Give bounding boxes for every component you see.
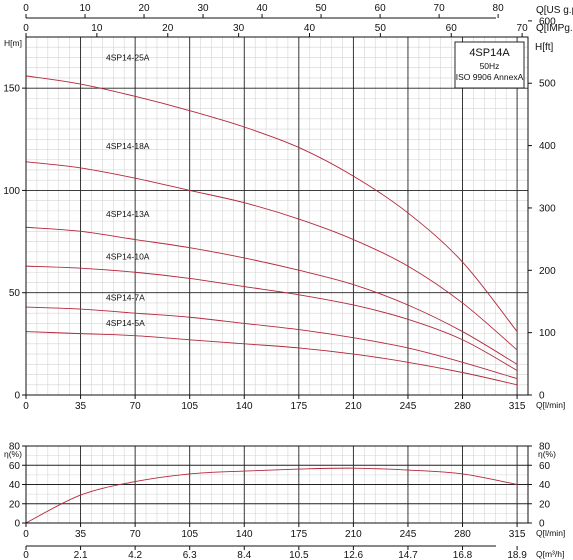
efficiency-curve [26,468,517,523]
head-curve-4SP14-5A [26,332,517,385]
curve-label: 4SP14-10A [106,251,150,261]
top-axis-imp-tick-label: 70 [517,23,529,34]
eff-y-right-tick-label: 40 [539,480,551,491]
top-axis-us-tick-label: 50 [316,3,328,14]
top-axis-imp-tick-label: 50 [375,23,387,34]
head-y-right-tick-label: 500 [539,79,556,90]
top-axis-us-tick-label: 0 [23,3,29,14]
eff-x-tick-label: 70 [130,529,142,540]
eff-y-right-tick-label: 60 [539,461,551,472]
eff-x-tick-label: 140 [236,529,253,540]
eff-y-tick-label: 20 [9,499,21,510]
bottom-axis-m3h-label: Q[m³/h] [536,549,564,559]
bottom-axis-m3h-tick-label: 10.5 [289,550,309,560]
head-curve-4SP14-7A [26,307,517,379]
head-x-tick-label: 35 [75,401,87,412]
bottom-axis-m3h-tick-label: 2.1 [74,550,88,560]
eff-y-right-tick-label: 20 [539,499,551,510]
head-x-tick-label: 175 [290,401,307,412]
bottom-axis-m3h-tick-label: 16.8 [453,550,473,560]
curve-label: 4SP14-18A [106,141,150,151]
head-y-axis-label: H[m] [4,38,22,48]
top-axis-imp-tick-label: 60 [446,23,458,34]
eff-x-tick-label: 280 [454,529,471,540]
head-curve-4SP14-10A [26,266,517,370]
eff-y-tick-label: 40 [9,480,21,491]
head-y-tick-label: 100 [3,186,20,197]
eff-x-tick-label: 210 [345,529,362,540]
eff-x-tick-label: 315 [509,529,526,540]
head-y-right-tick-label: 200 [539,266,556,277]
head-y-right-tick-label: 100 [539,328,556,339]
head-curve-4SP14-25A [26,76,517,332]
head-y-right-axis-label: H[ft] [535,42,554,53]
top-axis-imp-tick-label: 20 [162,23,174,34]
eff-y-tick-label: 60 [9,461,21,472]
head-y-right-tick-label: 0 [539,391,545,402]
top-axis-imp-tick-label: 0 [23,23,29,34]
eff-y-tick-label: 0 [14,519,20,530]
head-x-tick-label: 0 [23,401,29,412]
head-y-tick-label: 50 [9,288,21,299]
head-x-tick-label: 105 [181,401,198,412]
head-x-tick-label: 210 [345,401,362,412]
eff-y-right-tick-label: 0 [539,519,545,530]
grid-lines [26,37,528,523]
top-axis-imp-label: Q[IMPg.p.m] [536,23,573,34]
eff-x-tick-label: 245 [400,529,417,540]
curve-label: 4SP14-13A [106,209,150,219]
bottom-axis-m3h-tick-label: 4.2 [128,550,142,560]
head-x-tick-label: 140 [236,401,253,412]
curve-label: 4SP14-25A [106,53,150,63]
bottom-axis-m3h-tick-label: 0 [23,550,29,560]
eff-x-axis-label: Q[l/min] [536,528,565,538]
top-axis-imp-tick-label: 40 [304,23,316,34]
bottom-axis-m3h-tick-label: 6.3 [183,550,197,560]
eff-x-tick-label: 35 [75,529,87,540]
head-y-tick-label: 0 [14,391,20,402]
top-axis-imp-tick-label: 10 [91,23,103,34]
eff-y-right-axis-label: η(%) [538,449,556,459]
eff-x-tick-label: 175 [290,529,307,540]
bottom-axis-m3h-tick-label: 12.6 [344,550,364,560]
chart-subtitle: 50Hz [480,61,500,71]
top-axis-imp-tick-label: 30 [233,23,245,34]
eff-x-tick-label: 0 [23,529,29,540]
top-axis-us-label: Q[US g.p.m] [536,5,573,16]
chart-subtitle: ISO 9906 AnnexA [456,72,524,82]
head-x-axis-label: Q[l/min] [536,400,565,410]
top-axis-us-tick-label: 30 [197,3,209,14]
top-axis-us-tick-label: 70 [434,3,446,14]
eff-y-axis-label: η(%) [4,449,22,459]
top-axis-us-tick-label: 20 [138,3,150,14]
top-axis-us-tick-label: 80 [493,3,505,14]
head-x-tick-label: 280 [454,401,471,412]
top-axis-us-tick-label: 60 [375,3,387,14]
bottom-axis-m3h-tick-label: 8.4 [237,550,251,560]
head-y-right-tick-label: 400 [539,141,556,152]
top-axis-us-tick-label: 10 [79,3,91,14]
eff-x-tick-label: 105 [181,529,198,540]
bottom-axis-m3h-tick-label: 14.7 [398,550,418,560]
curve-label: 4SP14-7A [106,292,145,302]
head-x-tick-label: 245 [400,401,417,412]
head-y-right-tick-label: 300 [539,203,556,214]
head-x-tick-label: 70 [130,401,142,412]
head-y-tick-label: 150 [3,84,20,95]
curve-label: 4SP14-5A [106,318,145,328]
top-axis-us-tick-label: 40 [256,3,268,14]
head-x-tick-label: 315 [509,401,526,412]
curve-layer [26,76,517,523]
chart-title: 4SP14A [469,47,510,59]
bottom-axis-m3h-tick-label: 18.9 [507,550,527,560]
